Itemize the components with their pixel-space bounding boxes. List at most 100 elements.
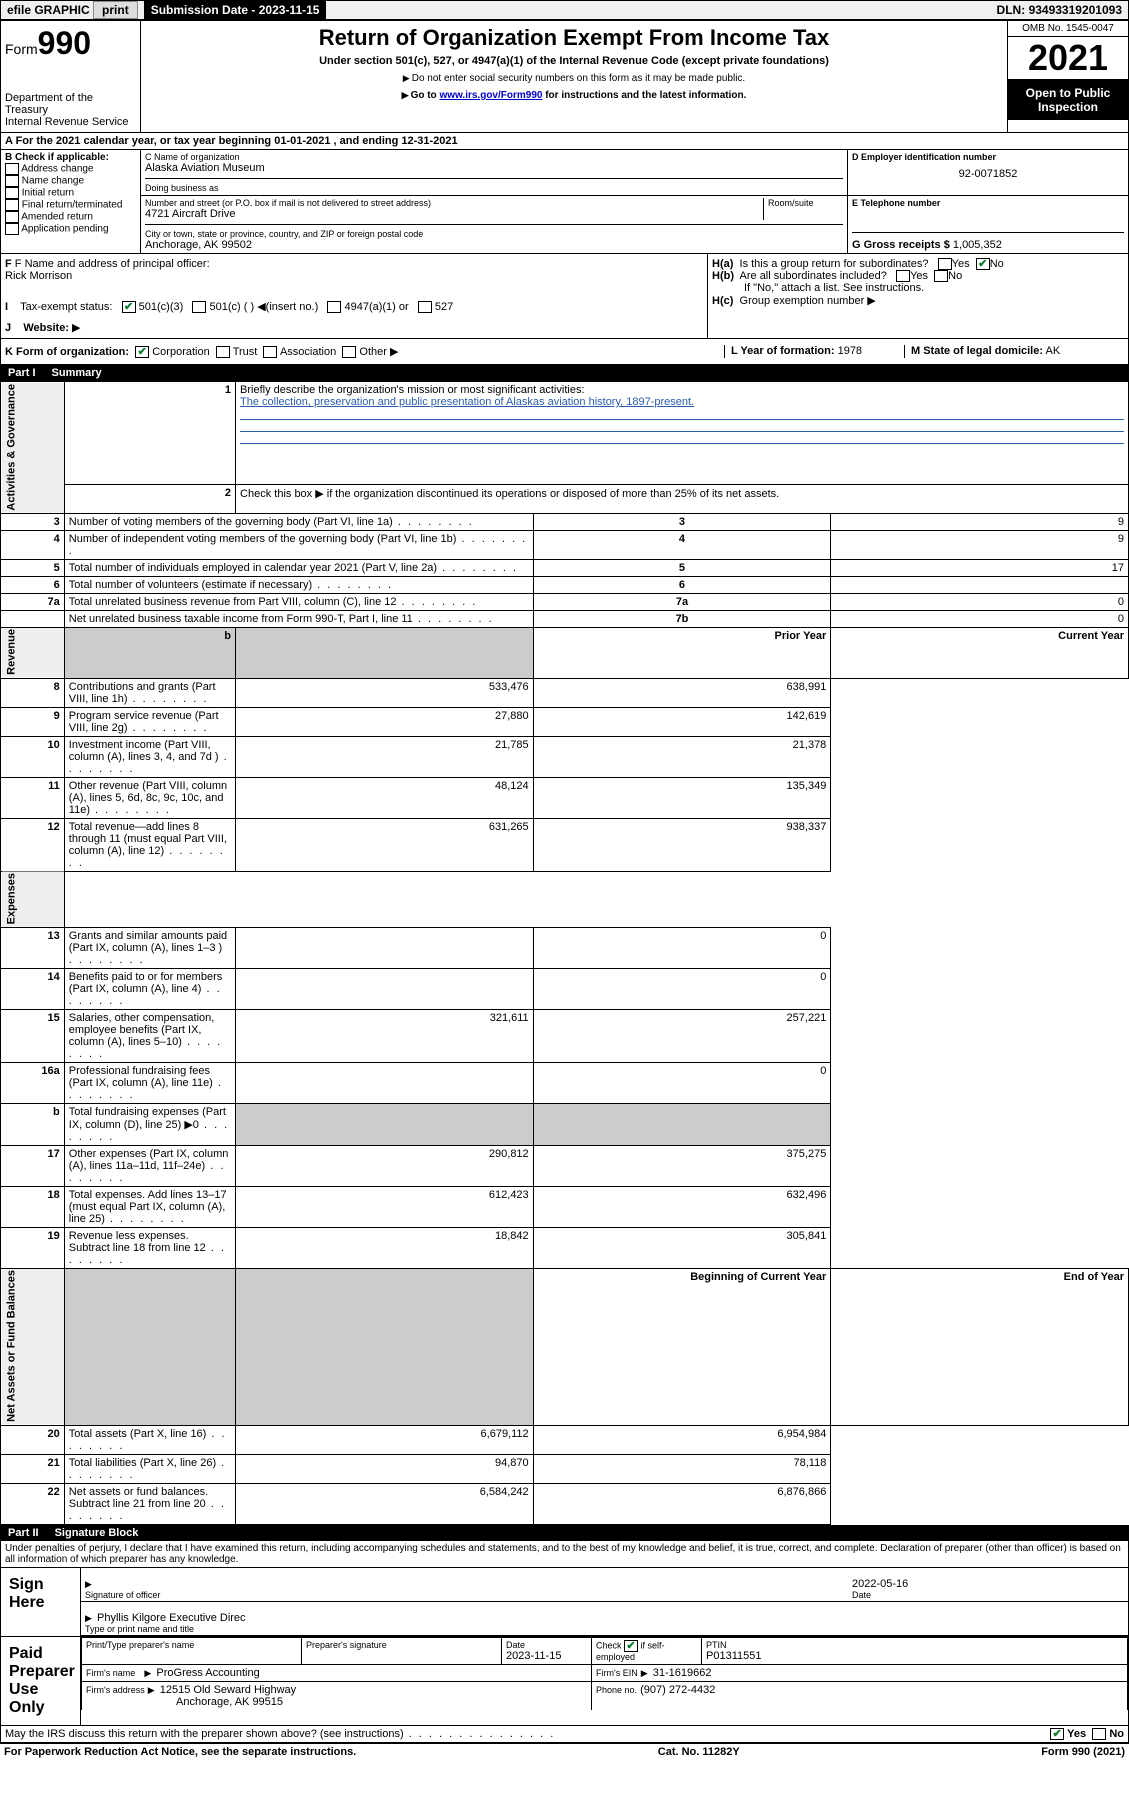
org-name-cell: C Name of organization Alaska Aviation M… (141, 150, 848, 195)
table-row: 3Number of voting members of the governi… (1, 513, 1129, 530)
table-row: 13Grants and similar amounts paid (Part … (1, 927, 1129, 968)
hb-no[interactable] (934, 270, 948, 282)
colb-item: Application pending (5, 223, 136, 235)
org-name: Alaska Aviation Museum (145, 162, 843, 174)
year-formation: 1978 (838, 345, 862, 357)
paid-preparer-block: Paid Preparer Use Only Print/Type prepar… (0, 1637, 1129, 1726)
sig-date-val: 2022-05-16 (852, 1578, 1124, 1590)
checkbox[interactable] (5, 175, 19, 187)
firm-ein: 31-1619662 (653, 1667, 712, 1679)
table-row: 6Total number of volunteers (estimate if… (1, 576, 1129, 593)
col-curr: Current Year (831, 627, 1129, 678)
table-row: 10Investment income (Part VIII, column (… (1, 736, 1129, 777)
ein-value: 92-0071852 (852, 168, 1124, 180)
k-trust[interactable] (216, 346, 230, 358)
part2-header: Part II Signature Block (0, 1525, 1129, 1541)
hb-yes[interactable] (896, 270, 910, 282)
table-row: 15Salaries, other compensation, employee… (1, 1009, 1129, 1062)
table-row: 18Total expenses. Add lines 13–17 (must … (1, 1186, 1129, 1227)
header-sub3: Go to www.irs.gov/Form990 for instructio… (149, 90, 999, 101)
table-row: 12Total revenue—add lines 8 through 11 (… (1, 818, 1129, 871)
declaration: Under penalties of perjury, I declare th… (0, 1541, 1129, 1568)
table-row: 8Contributions and grants (Part VIII, li… (1, 678, 1129, 707)
top-bar: efile GRAPHIC print Submission Date - 20… (0, 0, 1129, 20)
open-inspection: Open to Public Inspection (1008, 80, 1128, 120)
ha-yes[interactable] (938, 258, 952, 270)
table-row: 22Net assets or fund balances. Subtract … (1, 1483, 1129, 1524)
omb-number: OMB No. 1545-0047 (1008, 21, 1128, 37)
may-yes[interactable] (1050, 1728, 1064, 1740)
table-row: 16aProfessional fundraising fees (Part I… (1, 1062, 1129, 1103)
footer-left: For Paperwork Reduction Act Notice, see … (4, 1746, 356, 1758)
fi-left: F F Name and address of principal office… (1, 254, 708, 338)
paid-prep-label: Paid Preparer Use Only (1, 1637, 81, 1725)
phone-gross-cell: E Telephone number G Gross receipts $ 1,… (848, 196, 1128, 253)
tax-year: 2021 (1008, 37, 1128, 80)
ein-cell: D Employer identification number 92-0071… (848, 150, 1128, 195)
prep-date: 2023-11-15 (506, 1650, 587, 1662)
vtab-rev: Revenue (1, 627, 65, 678)
city: Anchorage, AK 99502 (145, 239, 843, 251)
table-row: bTotal fundraising expenses (Part IX, co… (1, 1103, 1129, 1145)
may-no[interactable] (1092, 1728, 1106, 1740)
ptin: P01311551 (706, 1650, 1123, 1662)
section-bc: B Check if applicable: Address change Na… (0, 150, 1129, 254)
table-row: 17Other expenses (Part IX, column (A), l… (1, 1145, 1129, 1186)
colb-item: Final return/terminated (5, 199, 136, 211)
officer-name: Phyllis Kilgore Executive Direc (97, 1612, 246, 1624)
colb-item: Address change (5, 163, 136, 175)
col-b: B Check if applicable: Address change Na… (1, 150, 141, 253)
colb-item: Amended return (5, 211, 136, 223)
footer-right: Form 990 (2021) (1041, 1746, 1125, 1758)
address-cell: Number and street (or P.O. box if mail i… (141, 196, 848, 253)
checkbox[interactable] (5, 187, 19, 199)
vtab-gov: Activities & Governance (1, 382, 65, 514)
firm-addr2: Anchorage, AK 99515 (176, 1696, 283, 1708)
section-fi: F F Name and address of principal office… (0, 254, 1129, 339)
state-domicile: AK (1045, 345, 1060, 357)
checkbox[interactable] (5, 223, 19, 235)
efile-label: efile GRAPHIC print (1, 1, 145, 19)
chk-501c3[interactable] (122, 301, 136, 313)
mission-text: The collection, preservation and public … (240, 396, 694, 408)
header-right: OMB No. 1545-0047 2021 Open to Public In… (1008, 21, 1128, 132)
colb-item: Name change (5, 175, 136, 187)
irs-link[interactable]: www.irs.gov/Form990 (439, 90, 542, 101)
firm-addr1: 12515 Old Seward Highway (160, 1684, 296, 1696)
may-discuss-row: May the IRS discuss this return with the… (0, 1726, 1129, 1743)
chk-4947[interactable] (327, 301, 341, 313)
k-assoc[interactable] (263, 346, 277, 358)
sign-here-label: Sign Here (1, 1568, 81, 1636)
colb-item: Initial return (5, 187, 136, 199)
col-b-header: B Check if applicable: (5, 152, 136, 163)
checkbox[interactable] (5, 199, 19, 211)
part1-header: Part I Summary (0, 365, 1129, 381)
ha-no[interactable] (976, 258, 990, 270)
table-row: 20Total assets (Part X, line 16)6,679,11… (1, 1425, 1129, 1454)
checkbox[interactable] (5, 163, 19, 175)
street: 4721 Aircraft Drive (145, 208, 763, 220)
gross-receipts: 1,005,352 (953, 239, 1002, 251)
checkbox[interactable] (5, 211, 19, 223)
dln: DLN: 93493319201093 (991, 1, 1128, 19)
chk-501c[interactable] (192, 301, 206, 313)
k-corp[interactable] (135, 346, 149, 358)
chk-527[interactable] (418, 301, 432, 313)
header-sub2: Do not enter social security numbers on … (149, 73, 999, 84)
table-row: 7aTotal unrelated business revenue from … (1, 593, 1129, 610)
table-row: 14Benefits paid to or for members (Part … (1, 968, 1129, 1009)
irs-label: Internal Revenue Service (5, 116, 136, 128)
footer: For Paperwork Reduction Act Notice, see … (0, 1743, 1129, 1760)
print-button[interactable]: print (93, 1, 138, 19)
form-number: Form990 (5, 25, 136, 62)
col-begin: Beginning of Current Year (533, 1268, 831, 1425)
table-row: 11Other revenue (Part VIII, column (A), … (1, 777, 1129, 818)
col-cde: C Name of organization Alaska Aviation M… (141, 150, 1128, 253)
footer-mid: Cat. No. 11282Y (658, 1746, 740, 1758)
self-emp-check[interactable] (624, 1640, 638, 1652)
k-other[interactable] (342, 346, 356, 358)
principal-officer: Rick Morrison (5, 270, 703, 282)
table-row: 9Program service revenue (Part VIII, lin… (1, 707, 1129, 736)
vtab-exp: Expenses (1, 871, 65, 927)
table-row: 5Total number of individuals employed in… (1, 559, 1129, 576)
